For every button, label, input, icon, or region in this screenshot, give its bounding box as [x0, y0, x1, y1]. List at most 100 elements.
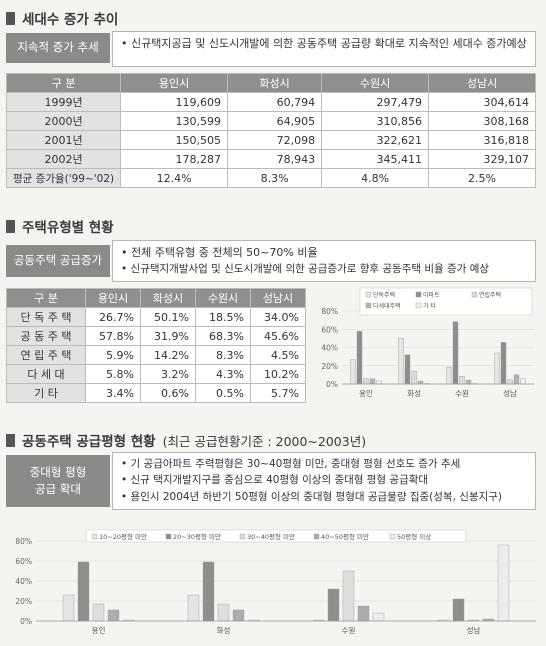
section3-label: 중대형 평형 공급 확대 [6, 455, 110, 507]
table-cell: 31.9% [140, 326, 196, 346]
y-tick-label: 20% [15, 597, 32, 606]
bar [232, 609, 245, 622]
table-cell: 322,621 [321, 130, 430, 150]
x-tick-label: 용인 [359, 388, 373, 398]
legend-swatch [415, 291, 422, 298]
table-cell: 8.3% [227, 168, 323, 188]
row-header: 공 동 주 택 [6, 326, 86, 346]
y-tick-label: 80% [321, 307, 338, 316]
table-row: 2002년 178,287 78,943 345,411 329,107 [5, 149, 536, 169]
table-row: 기 타 3.4% 0.6% 0.5% 5.7% [6, 383, 306, 403]
y-tick-label: 0% [326, 380, 338, 389]
legend-swatch [389, 533, 396, 540]
section3-note: • 기 공급아파트 주력평형은 30~40평형 미만, 중대형 평형 선호도 증… [112, 452, 536, 510]
table-cell: 0.5% [195, 383, 251, 403]
x-tick-label: 용인 [92, 625, 106, 635]
legend-label: 다세대주택 [373, 302, 401, 310]
bar [350, 359, 356, 385]
bar [369, 378, 376, 385]
legend-swatch [91, 533, 98, 540]
section1-title-text: 세대수 증가 추이 [22, 12, 119, 28]
table-cell: 50.1% [140, 307, 196, 327]
table-cell: 4.3% [195, 364, 251, 384]
table-row: 2000년 130,599 64,905 310,856 308,168 [5, 111, 536, 131]
bar [62, 594, 75, 622]
legend-swatch [415, 302, 422, 309]
bar [513, 374, 520, 385]
table-cell: 34.0% [250, 307, 306, 327]
table-cell: 5.9% [85, 345, 141, 365]
bar [77, 561, 90, 622]
table-row: 공 동 주 택 57.8% 31.9% 68.3% 45.6% [6, 326, 306, 346]
bar [356, 331, 363, 385]
section2-title: 주택유형별 현황 [6, 216, 114, 236]
bar [417, 380, 424, 385]
table-row: 다 세 대 5.8% 3.2% 4.3% 10.2% [6, 364, 306, 384]
row-header: 2001년 [5, 130, 122, 150]
table-cell: 150,505 [120, 130, 229, 150]
bar [342, 570, 355, 622]
y-tick-label: 80% [15, 537, 32, 546]
bar [507, 379, 513, 385]
legend-swatch [471, 291, 478, 298]
note-item: • 전체 주택유형 중 전체의 50~70% 비율 [121, 246, 318, 259]
bar [92, 603, 105, 622]
bar [494, 352, 500, 385]
bar [497, 544, 510, 622]
y-tick-label: 40% [15, 577, 32, 586]
y-tick-label: 60% [15, 557, 32, 566]
column-header: 용인시 [85, 288, 141, 308]
legend-label: 연립주택 [479, 291, 501, 299]
table-cell: 316,818 [428, 130, 536, 150]
bar [446, 366, 452, 385]
section-marker-icon [6, 11, 15, 25]
bar [452, 321, 459, 385]
x-tick-label: 성남 [503, 389, 517, 398]
column-header: 화성시 [227, 73, 323, 93]
table-cell: 64,905 [227, 111, 323, 131]
bar [107, 609, 120, 622]
table-cell: 10.2% [250, 364, 306, 384]
table-cell: 14.2% [140, 345, 196, 365]
bar [500, 342, 507, 385]
bar [202, 561, 215, 622]
legend-swatch [365, 302, 372, 309]
legend-label: 10~20평형 미만 [99, 532, 147, 541]
note-item: • 용인시 2004년 하반기 50평형 이상의 중대형 평형대 공급물량 집중… [121, 490, 502, 503]
bar [452, 598, 465, 622]
bar [465, 379, 472, 385]
section2-label: 공동주택 공급증가 [6, 245, 110, 277]
table-cell: 3.2% [140, 364, 196, 384]
table-cell: 329,107 [428, 149, 536, 169]
column-header: 성남시 [250, 288, 306, 308]
table-cell: 2.5% [428, 168, 536, 188]
table-cell: 8.3% [195, 345, 251, 365]
legend-swatch [239, 533, 246, 540]
note-item: • 기 공급아파트 주력평형은 30~40평형 미만, 중대형 평형 선호도 증… [121, 458, 461, 470]
column-header: 수원시 [195, 288, 251, 308]
table-cell: 5.7% [250, 383, 306, 403]
bar [372, 612, 385, 622]
x-tick-label: 성남 [467, 626, 481, 635]
table-row: 단 독 주 택 26.7% 50.1% 18.5% 34.0% [6, 307, 306, 327]
table-header-row: 구 분 용인시 화성시 수원시 성남시 [5, 73, 536, 93]
section3-label-line: 공급 확대 [35, 482, 81, 496]
column-header: 화성시 [140, 288, 196, 308]
table-cell: 345,411 [321, 149, 430, 169]
bar [327, 588, 340, 622]
legend-label: 30~40평형 미만 [247, 532, 295, 541]
x-tick-label: 화성 [217, 626, 231, 635]
legend-swatch [313, 533, 320, 540]
legend-box [85, 529, 467, 543]
x-tick-label: 수원 [455, 389, 469, 398]
table-cell: 12.4% [120, 168, 229, 188]
table-cell: 304,614 [428, 92, 536, 112]
y-tick-label: 20% [321, 362, 338, 371]
table-cell: 78,943 [227, 149, 323, 169]
section2-title-text: 주택유형별 현황 [22, 220, 114, 236]
section3-title-text: 공동주택 공급평형 현황 [22, 434, 156, 450]
row-header: 2002년 [5, 149, 122, 169]
bar [357, 605, 370, 622]
